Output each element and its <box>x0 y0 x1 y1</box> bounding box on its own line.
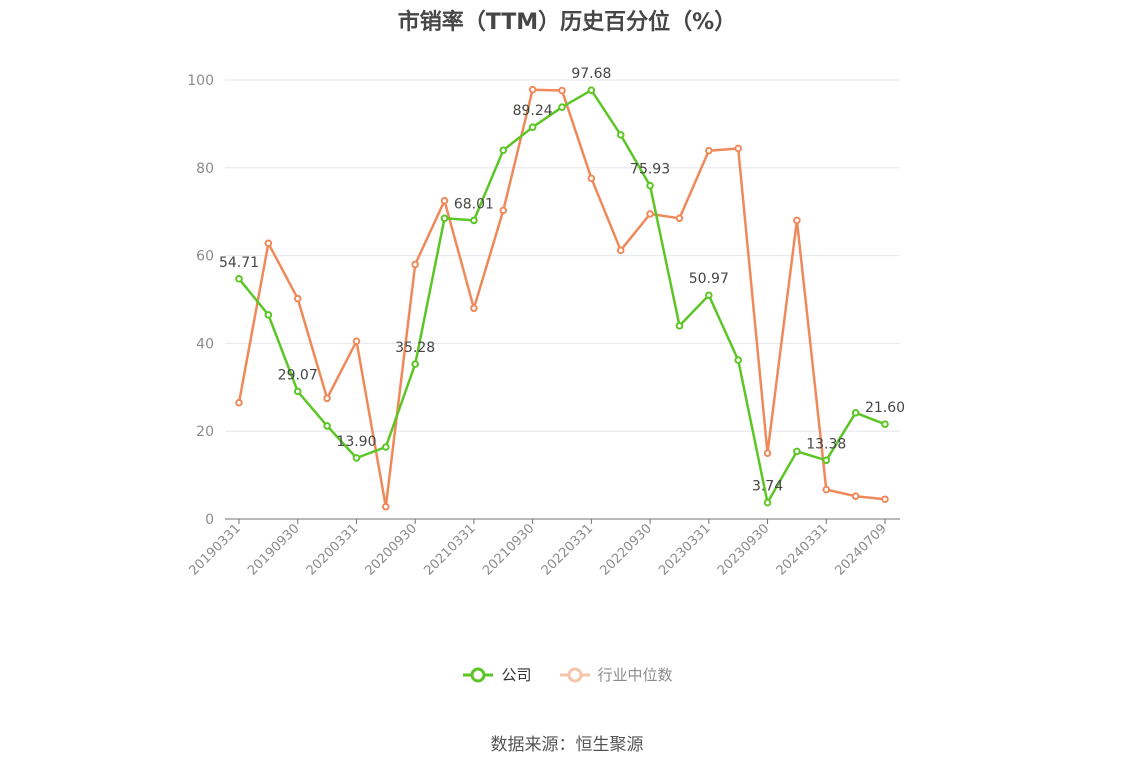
x-tick-label-3: 20200930 <box>363 521 420 578</box>
data-label-16: 50.97 <box>689 271 729 287</box>
data-label-0: 54.71 <box>219 255 259 271</box>
series-0-point-5 <box>382 443 390 451</box>
series-0-point-6 <box>411 360 419 368</box>
series-1-point-19 <box>793 216 801 225</box>
data-label-10: 89.24 <box>513 103 553 119</box>
series-0-point-16 <box>705 291 713 300</box>
series-0-point-19 <box>793 447 801 456</box>
series-1-point-3 <box>323 394 331 403</box>
series-0-point-3 <box>323 422 331 430</box>
data-label-4: 13.90 <box>336 434 376 450</box>
series-1-point-15 <box>675 214 684 223</box>
series-0-point-12 <box>587 86 596 94</box>
x-tick-label-10: 20240331 <box>774 521 831 578</box>
legend-marker-industry-icon <box>559 667 590 682</box>
data-label-layer: 54.71 29.07 13.90 35.28 68.01 89.24 97.68 75.93… <box>219 66 905 494</box>
data-label-18: 3.74 <box>752 479 783 495</box>
y-tick-label-80: 80 <box>196 161 214 177</box>
legend-label-industry: 行业中位数 <box>597 666 673 684</box>
series-0-point-8 <box>470 216 478 225</box>
data-label-12: 97.68 <box>571 66 611 82</box>
x-tick-label-6: 20220331 <box>539 521 596 578</box>
series-1-point-20 <box>822 485 831 494</box>
x-tick-label-0: 20190331 <box>186 521 243 578</box>
series-0-point-14 <box>646 181 654 190</box>
series-1-point-7 <box>440 196 449 205</box>
y-tick-label-0: 0 <box>205 512 214 528</box>
series-1-point-11 <box>558 86 566 95</box>
series-1-point-12 <box>587 174 596 183</box>
chart-title: 市销率（TTM）历史百分位（%） <box>397 10 737 35</box>
legend-item-industry[interactable]: 行业中位数 <box>558 664 673 685</box>
series-1-point-5 <box>382 502 390 511</box>
x-tick-label-11: 20240709 <box>832 521 889 578</box>
data-label-8: 68.01 <box>454 196 494 212</box>
data-label-20: 13.38 <box>806 436 846 452</box>
series-1-point-8 <box>470 304 478 313</box>
series-1-point-0 <box>235 398 243 407</box>
series-0-point-7 <box>440 214 449 223</box>
data-label-6: 35.28 <box>395 340 435 356</box>
y-tick-label-40: 40 <box>196 336 214 352</box>
series-0-point-17 <box>734 356 742 364</box>
series-0-point-20 <box>822 456 831 465</box>
y-tick-label-60: 60 <box>196 249 214 265</box>
series-0-point-9 <box>499 146 508 155</box>
series-0-point-10 <box>528 123 537 132</box>
series-0-point-21 <box>851 408 860 417</box>
series-layer <box>235 85 889 511</box>
legend-marker-company-icon <box>463 667 494 682</box>
series-0-point-11 <box>558 103 566 112</box>
series-0-point-18 <box>763 498 772 507</box>
y-tick-label-20: 20 <box>196 424 214 440</box>
x-tick-label-5: 20210930 <box>480 521 537 578</box>
series-1-point-17 <box>734 144 742 153</box>
series-1-point-13 <box>616 246 625 255</box>
series-1-point-4 <box>352 337 361 346</box>
x-tick-label-4: 20210331 <box>421 521 478 578</box>
series-0-point-13 <box>616 131 625 139</box>
series-0-point-0 <box>235 275 243 283</box>
x-tick-label-7: 20220930 <box>598 521 655 578</box>
series-1-point-21 <box>851 492 860 500</box>
series-1-point-18 <box>763 449 772 457</box>
series-0-point-2 <box>293 387 302 396</box>
x-tick-label-1: 20190930 <box>245 521 302 578</box>
legend-label-company: 公司 <box>501 666 532 684</box>
y-tick-label-100: 100 <box>187 73 214 89</box>
series-1-point-22 <box>881 495 889 504</box>
series-0-point-22 <box>881 420 889 428</box>
data-label-14: 75.93 <box>630 162 670 178</box>
series-1-point-1 <box>264 239 273 248</box>
series-1-point-10 <box>528 85 537 94</box>
series-0-point-4 <box>352 454 361 462</box>
series-0-point-1 <box>264 311 273 319</box>
series-1-point-14 <box>646 210 654 218</box>
source-note: 数据来源：恒生聚源 <box>490 735 644 755</box>
series-1-point-9 <box>499 206 508 215</box>
x-tick-label-9: 20230930 <box>715 521 772 578</box>
grid-layer <box>225 79 900 432</box>
axis-layer: 0 20 40 60 80 100 20190331 20190930 20200331 2020… <box>186 73 900 579</box>
x-tick-label-2: 20200331 <box>304 521 361 578</box>
series-0-point-15 <box>675 322 684 330</box>
data-label-22: 21.60 <box>865 400 905 416</box>
data-label-2: 29.07 <box>278 367 318 383</box>
legend-item-company[interactable]: 公司 <box>461 664 532 685</box>
series-1-point-6 <box>411 260 419 269</box>
x-tick-label-8: 20230331 <box>656 521 713 578</box>
series-1-point-16 <box>705 146 713 155</box>
legend: 公司 行业中位数 <box>0 664 1134 685</box>
series-1-point-2 <box>293 294 302 303</box>
